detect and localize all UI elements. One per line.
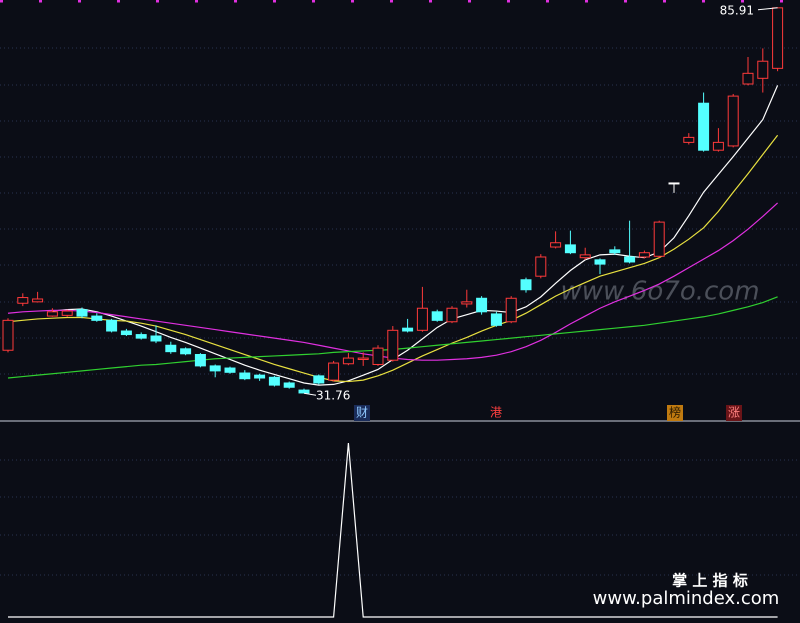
candle-body — [638, 252, 650, 258]
candle-body — [683, 136, 695, 143]
candle-body — [61, 310, 73, 316]
candle-body — [772, 7, 784, 69]
candle-body — [298, 389, 310, 394]
candle-body — [328, 362, 340, 381]
marker-box — [354, 405, 370, 421]
footer-title: 掌 上 指 标 — [672, 572, 748, 590]
candle-body — [535, 256, 547, 277]
marker-box — [726, 405, 742, 421]
candle-body — [476, 297, 488, 313]
line — [7, 134, 779, 383]
candle-body — [283, 382, 295, 388]
candle-body — [254, 374, 266, 379]
footer-url: www.palmindex.com — [593, 588, 780, 609]
candle-body — [32, 298, 44, 303]
candle-body — [431, 311, 443, 321]
pointer — [303, 392, 317, 396]
candle-body — [91, 315, 103, 321]
grid — [0, 0, 800, 576]
candle-body — [564, 244, 576, 254]
candle-body — [520, 279, 532, 291]
candle-body — [17, 297, 29, 304]
candle-body — [757, 60, 769, 79]
candle-body — [357, 357, 369, 360]
pointer — [757, 7, 778, 11]
candle-body — [594, 259, 606, 265]
candle-body — [76, 309, 88, 317]
candle-body — [372, 347, 384, 365]
candle-body — [46, 311, 58, 317]
watermark: www.6o7o.com — [560, 277, 759, 307]
min-label: 31.76 — [316, 389, 350, 403]
annotation: 涨 — [728, 405, 740, 420]
candle-body — [387, 329, 399, 361]
candle-body — [742, 72, 754, 85]
candle-body — [135, 334, 147, 339]
candle-body — [194, 354, 206, 367]
candle-body — [209, 365, 221, 372]
candle-body — [416, 307, 428, 331]
annotation: 港 — [490, 406, 502, 420]
candle-body — [579, 254, 591, 259]
candle-body — [313, 375, 325, 384]
candle-body — [224, 367, 236, 373]
annotation: 榜 — [669, 405, 681, 420]
candle-body — [180, 348, 192, 355]
candle-body — [150, 335, 162, 342]
candle-body — [120, 330, 132, 336]
marker-box — [667, 405, 683, 421]
candle-body — [446, 307, 458, 323]
candle-body — [106, 319, 118, 332]
candle-body — [550, 242, 562, 248]
candle-body — [165, 344, 177, 353]
candle-body — [2, 319, 14, 351]
candle-body — [624, 256, 636, 263]
candle-body — [698, 102, 710, 151]
candle-body — [268, 376, 280, 386]
candle-body — [490, 313, 502, 326]
candle-body — [342, 357, 354, 365]
candle-body — [653, 221, 665, 257]
max-label: 85.91 — [720, 3, 754, 17]
plot: 85.91 31.76 — [2, 3, 784, 618]
candle-body — [712, 141, 724, 151]
candle-body — [505, 297, 517, 323]
candle-body — [461, 301, 473, 305]
line — [8, 442, 778, 618]
candle-body — [239, 372, 251, 380]
annotation: 财 — [356, 406, 368, 420]
candle-body — [727, 95, 739, 147]
candle-body — [402, 327, 414, 332]
candle-body — [668, 182, 680, 185]
candle-body — [609, 249, 621, 254]
